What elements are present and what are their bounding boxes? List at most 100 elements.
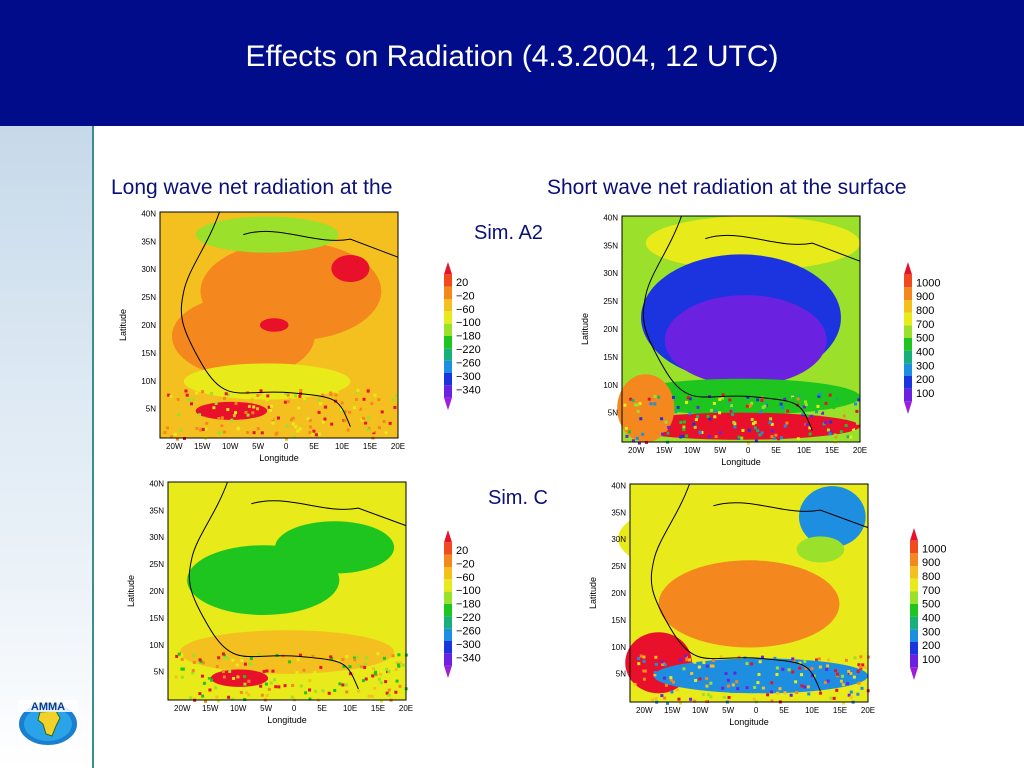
shortwave-map-sim-a2: 40N 35N 30N 25N 20N 15N 10N 5N 20W 15W 10W 5W 0 5E 10E… [580,213,867,467]
legend-swatch [904,388,912,402]
legend-label: 500 [916,333,934,345]
lat-tick-label: 20N [149,587,164,596]
legend-swatch [910,604,918,617]
legend-swatch [904,262,912,275]
legend-swatch [904,350,912,364]
lon-tick-label: 10W [692,706,709,715]
legend-swatch [444,579,452,592]
lon-tick-label: 20W [174,704,191,713]
lon-tick-label: 0 [284,442,289,451]
lon-tick-label: 5W [260,704,272,713]
legend-swatch [910,528,918,541]
lat-tick-label: 30N [603,269,618,278]
lon-tick-label: 20E [861,706,875,715]
legend-swatch [444,604,452,617]
lat-tick-label: 30N [141,265,156,274]
lon-tick-label: 15W [664,706,681,715]
lon-tick-label: 15E [833,706,847,715]
legend-swatch [444,348,452,361]
x-axis-label: Longitude [721,457,761,467]
legend-swatch [444,323,452,336]
lat-tick-label: 35N [611,508,626,517]
lat-tick-label: 25N [141,293,156,302]
legend-swatch [910,566,918,579]
legend-label: −340 [456,652,481,664]
legend-label: 400 [916,347,934,359]
legend-swatch [444,567,452,580]
lon-tick-label: 20W [628,446,645,455]
legend-label: −260 [456,626,481,638]
legend-swatch [444,530,452,543]
lat-tick-label: 15N [141,349,156,358]
lon-tick-label: 0 [292,704,297,713]
x-axis-label: Longitude [267,715,307,725]
left-sidebar [0,126,94,768]
shortwave-map-sim-c: 40N 35N 30N 25N 20N 15N 10N 5N 20W 15W 10W 5W 0 5E 10E… [588,481,875,727]
legend-label: 700 [922,585,940,597]
lon-tick-label: 0 [746,446,751,455]
lat-tick-label: 15N [611,616,626,625]
legend-swatch [910,654,918,668]
lat-tick-label: 35N [149,506,164,515]
legend-swatch [904,338,912,351]
x-axis-label: Longitude [259,453,299,463]
legend-label: −220 [456,344,481,356]
lat-tick-label: 10N [603,381,618,390]
legend-swatch [910,591,918,604]
legend-swatch [444,385,452,398]
lat-tick-label: 15N [603,353,618,362]
lat-tick-label: 40N [141,209,156,218]
lon-tick-label: 5W [722,706,734,715]
legend-swatch [910,629,918,642]
sim-a2-label: Sim. A2 [474,222,543,244]
amma-logo: AMMA [17,700,79,747]
lon-tick-label: 5E [309,442,319,451]
legend-label: −340 [456,384,481,396]
lon-tick-label: 20W [166,442,183,451]
lat-tick-label: 30N [611,535,626,544]
lat-tick-label: 25N [149,560,164,569]
lat-tick-label: 5N [146,405,156,414]
legend-label: 800 [916,305,934,317]
lon-tick-label: 15W [202,704,219,713]
lon-tick-label: 5W [714,446,726,455]
lon-tick-label: 15E [371,704,385,713]
lon-tick-label: 10E [335,442,349,451]
lat-tick-label: 25N [603,297,618,306]
legend-label: 20 [456,545,468,557]
lon-tick-label: 10E [797,446,811,455]
legend-label: −100 [456,585,481,597]
legend-swatch [444,616,452,629]
svg-text:AMMA: AMMA [31,701,65,713]
lat-tick-label: 20N [603,325,618,334]
lat-tick-label: 35N [603,241,618,250]
legend-swatch [910,553,918,566]
legend-swatch [444,591,452,604]
lon-tick-label: 5E [771,446,781,455]
x-axis-label: Longitude [729,717,769,727]
legend-swatch [904,300,912,313]
lon-tick-label: 20E [399,704,413,713]
y-axis-label: Latitude [126,575,136,607]
lat-tick-label: 40N [603,213,618,222]
lat-tick-label: 15N [149,614,164,623]
lon-tick-label: 15W [194,442,211,451]
legend-swatch [444,262,452,275]
legend-swatch [904,376,912,389]
lon-tick-label: 10E [343,704,357,713]
legend-label: 100 [922,654,940,666]
legend-label: 200 [916,374,934,386]
y-axis-label: Latitude [580,313,590,345]
legend-swatch [910,578,918,592]
legend-label: 500 [922,599,940,611]
lon-tick-label: 5E [779,706,789,715]
legend-label: 700 [916,319,934,331]
legend-label: 300 [916,360,934,372]
legend-label: 400 [922,613,940,625]
lat-tick-label: 40N [149,479,164,488]
legend-swatch [444,274,452,287]
lon-tick-label: 20E [853,446,867,455]
lon-tick-label: 10W [684,446,701,455]
